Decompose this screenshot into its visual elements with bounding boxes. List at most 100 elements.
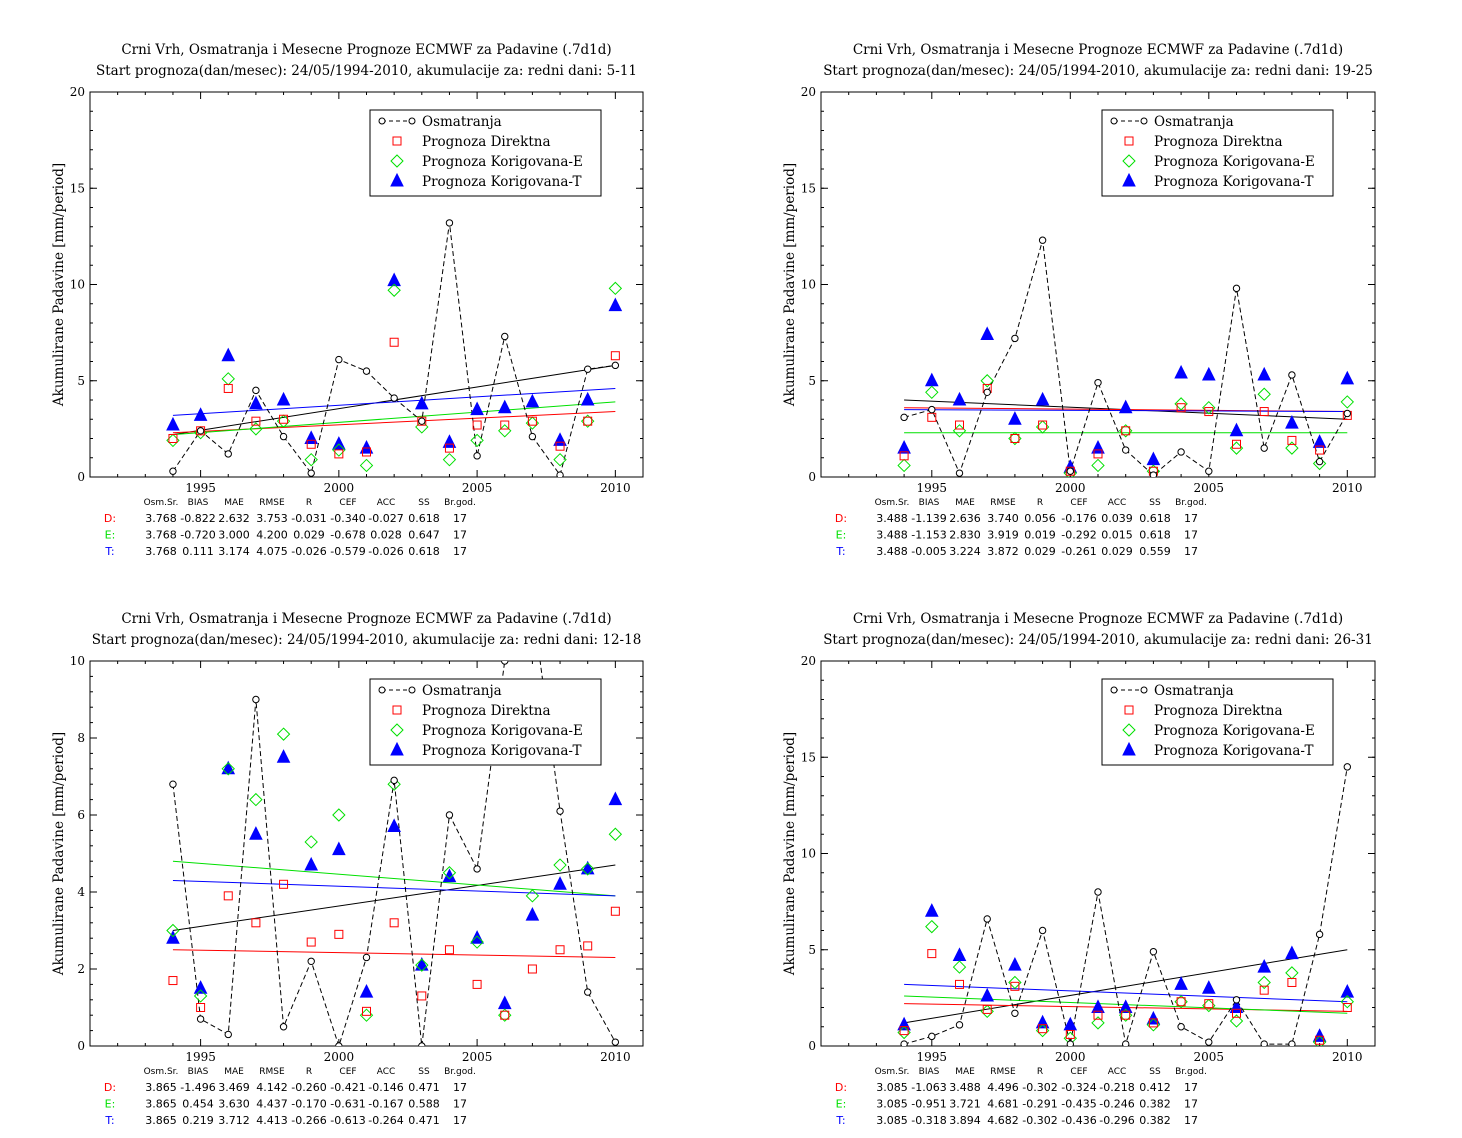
stats-value: -0.613 [330,1114,365,1127]
data-point [193,989,208,1003]
stats-header: CEF [1070,1067,1087,1077]
observation-line [903,240,1348,476]
data-point [1063,1016,1078,1031]
stats-value: 3.865 [145,1098,177,1111]
stats-row-label: T: [104,545,114,558]
chart-panel: Crni Vrh, Osmatranja i Mesecne Prognoze … [782,611,1376,1127]
data-point [472,979,482,989]
data-point [553,858,567,872]
data-point [223,383,233,393]
stats-row-label: D: [835,512,847,525]
data-point [900,413,908,422]
stats-value: 4.142 [256,1081,288,1094]
x-tick-label: 2000 [1055,481,1086,495]
data-point [249,826,263,840]
data-point [224,450,232,458]
stats-header: CEF [1070,498,1087,508]
data-point [1340,995,1355,1009]
y-tick-label: 2 [77,962,85,976]
stats-row-label: T: [835,1114,845,1127]
stats-header: BIAS [188,498,209,508]
data-point [497,995,512,1010]
stats-value: 3.085 [876,1114,908,1127]
stats-value: -0.026 [368,545,403,558]
data-point [196,426,206,436]
data-point [196,1003,206,1012]
legend: Osmatranja Prognoza Direktna Prognoza Kori… [1101,678,1334,766]
stats-value: 17 [453,1098,467,1111]
stats-header: RMSE [990,1067,1016,1077]
legend-entry-label: Osmatranja [1154,683,1234,699]
stats-value: 0.029 [293,529,325,542]
legend-marker [408,117,416,125]
stats-value: 0.454 [182,1098,214,1111]
data-point [387,272,401,287]
data-point [955,469,964,477]
stats-value: 0.471 [408,1081,440,1094]
data-point [196,427,205,435]
stats-value: -0.436 [1061,1114,1096,1127]
data-point [1038,420,1048,430]
x-tick-label: 2010 [1332,1050,1363,1064]
data-point [473,865,481,873]
stats-value: 0.412 [1139,1081,1171,1094]
data-point [193,980,208,994]
data-point [927,412,937,422]
data-point [442,452,457,467]
stats-value: -0.218 [1099,1081,1134,1094]
observation-line [172,222,616,477]
stats-value: 2.632 [218,512,250,525]
data-point [608,281,623,296]
data-point [1038,1024,1048,1034]
stats-row-label: D: [104,1081,116,1094]
data-point [1008,975,1022,990]
stats-value: -1.139 [911,512,946,525]
data-point [334,929,344,939]
legend-marker [1122,172,1136,187]
data-point [500,420,510,430]
data-point [473,452,481,460]
trend-line [172,949,616,958]
data-point [1287,977,1297,987]
data-point [1343,409,1352,418]
stats-row-label: E: [836,1098,847,1111]
data-point [900,1040,908,1046]
stats-value: -0.026 [291,545,326,558]
data-point [1288,1040,1296,1046]
y-axis-label: Akumulirane Padavine [mm/period] [51,163,67,407]
stats-value: -0.951 [911,1098,946,1111]
y-axis-label: Akumulirane Padavine [mm/period] [782,732,798,976]
data-point [1202,400,1216,415]
stats-value: 0.029 [1101,545,1133,558]
data-point [249,422,263,436]
stats-header: Osm.Sr. [875,498,910,508]
stats-value: 17 [1184,1114,1198,1127]
stats-header: Osm.Sr. [144,498,179,508]
legend-box [369,109,602,197]
stats-header: RMSE [990,498,1016,508]
legend-marker [1122,741,1136,756]
data-point [166,416,180,431]
stats-header: MAE [224,498,244,508]
x-tick-label: 1995 [917,481,948,495]
data-point [221,372,235,386]
stats-header: RMSE [259,1067,285,1077]
data-point [529,600,535,606]
trend-line [172,864,616,931]
stats-value: 4.437 [256,1098,288,1111]
legend-marker [378,686,386,694]
data-point [1285,966,1299,980]
legend-marker [1122,723,1136,737]
data-point [1118,399,1133,414]
data-point [389,918,399,928]
data-point [335,1042,343,1046]
data-point [415,958,429,972]
legend-box [1101,109,1334,197]
data-point [387,283,401,297]
stats-value: -0.302 [1022,1081,1057,1094]
stats-value: -0.291 [1022,1098,1057,1111]
stats-value: 3.753 [256,512,288,525]
data-point [1312,456,1327,471]
legend-marker [1110,117,1118,125]
stats-value: 0.015 [1101,529,1133,542]
